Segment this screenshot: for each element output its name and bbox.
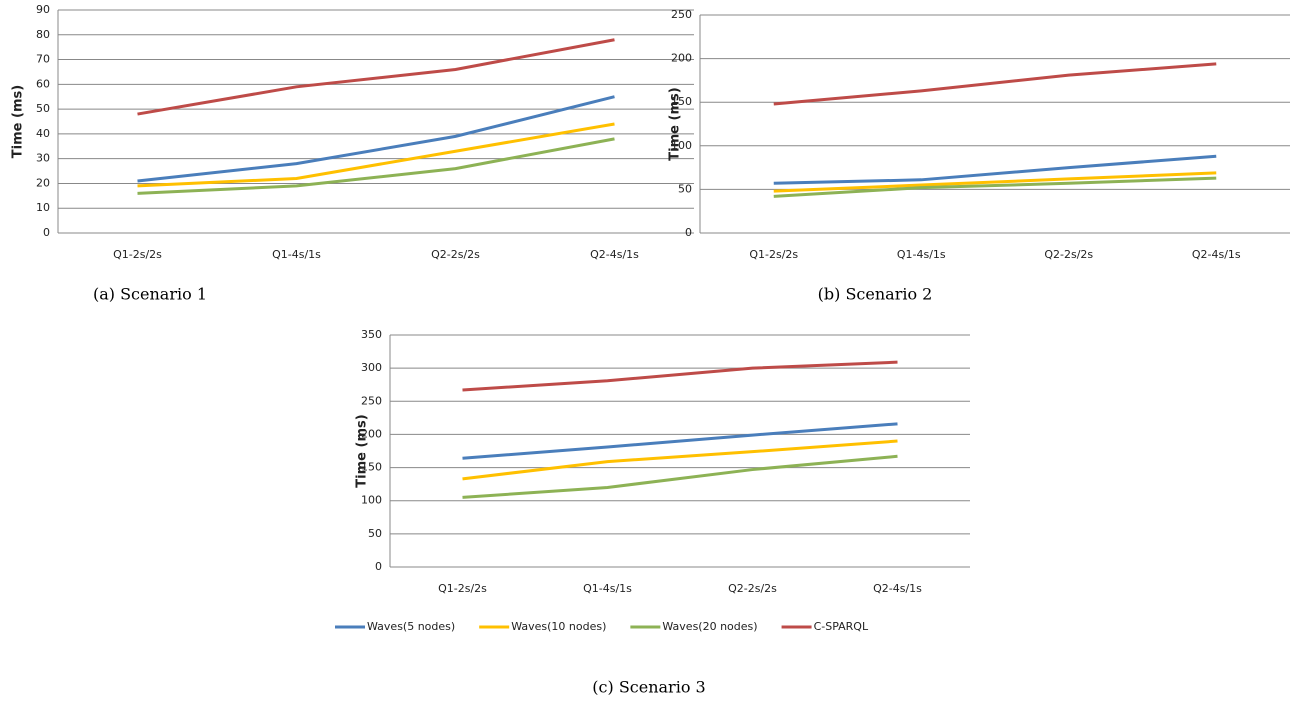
legend-label: C-SPARQL	[814, 620, 869, 633]
y-tick-label: 0	[375, 560, 382, 573]
series-line	[137, 137, 615, 195]
y-tick-label: 250	[361, 394, 382, 407]
y-tick-label: 30	[36, 152, 50, 165]
series-line	[773, 154, 1217, 185]
series-line	[462, 454, 898, 499]
x-tick-label: Q1-4s/1s	[897, 248, 946, 261]
y-tick-label: 70	[36, 53, 50, 66]
y-tick-label: 200	[671, 52, 692, 65]
y-tick-label: 90	[36, 3, 50, 16]
y-tick-label: 300	[361, 361, 382, 374]
caption: (c) Scenario 3	[592, 678, 705, 697]
legend-label: Waves(10 nodes)	[511, 620, 606, 633]
y-tick-label: 10	[36, 201, 50, 214]
x-tick-label: Q2-2s/2s	[1044, 248, 1093, 261]
series-line	[137, 122, 615, 188]
x-tick-label: Q2-2s/2s	[728, 582, 777, 595]
x-tick-label: Q1-4s/1s	[272, 248, 321, 261]
series-line	[462, 439, 898, 481]
y-tick-label: 200	[361, 427, 382, 440]
x-tick-label: Q1-4s/1s	[583, 582, 632, 595]
series-line	[773, 171, 1217, 193]
y-tick-label: 50	[36, 102, 50, 115]
x-tick-label: Q2-4s/1s	[873, 582, 922, 595]
y-tick-label: 80	[36, 28, 50, 41]
x-tick-label: Q1-2s/2s	[113, 248, 162, 261]
series-line	[462, 360, 898, 392]
caption: (a) Scenario 1	[93, 285, 207, 304]
x-tick-label: Q2-2s/2s	[431, 248, 480, 261]
y-tick-label: 0	[43, 226, 50, 239]
series-line	[137, 95, 615, 183]
y-axis-label: Time (ms)	[11, 85, 26, 158]
y-tick-label: 250	[671, 8, 692, 21]
series-line	[137, 38, 615, 116]
y-tick-label: 150	[361, 461, 382, 474]
caption: (b) Scenario 2	[818, 285, 933, 304]
legend-label: Waves(20 nodes)	[662, 620, 757, 633]
y-tick-label: 40	[36, 127, 50, 140]
series-line	[773, 176, 1217, 198]
y-axis-label: Time (ms)	[355, 414, 370, 487]
x-tick-label: Q2-4s/1s	[590, 248, 639, 261]
x-tick-label: Q1-2s/2s	[438, 582, 487, 595]
y-tick-label: 60	[36, 77, 50, 90]
x-tick-label: Q2-4s/1s	[1192, 248, 1241, 261]
y-tick-label: 100	[671, 139, 692, 152]
y-tick-label: 50	[368, 527, 382, 540]
y-tick-label: 100	[361, 494, 382, 507]
y-tick-label: 150	[671, 95, 692, 108]
y-tick-label: 0	[685, 226, 692, 239]
y-axis-label: Time (ms)	[668, 87, 683, 160]
legend-label: Waves(5 nodes)	[367, 620, 455, 633]
y-tick-label: 20	[36, 176, 50, 189]
y-tick-label: 50	[678, 182, 692, 195]
x-tick-label: Q1-2s/2s	[749, 248, 798, 261]
series-line	[773, 62, 1217, 106]
series-line	[462, 422, 898, 460]
y-tick-label: 350	[361, 328, 382, 341]
